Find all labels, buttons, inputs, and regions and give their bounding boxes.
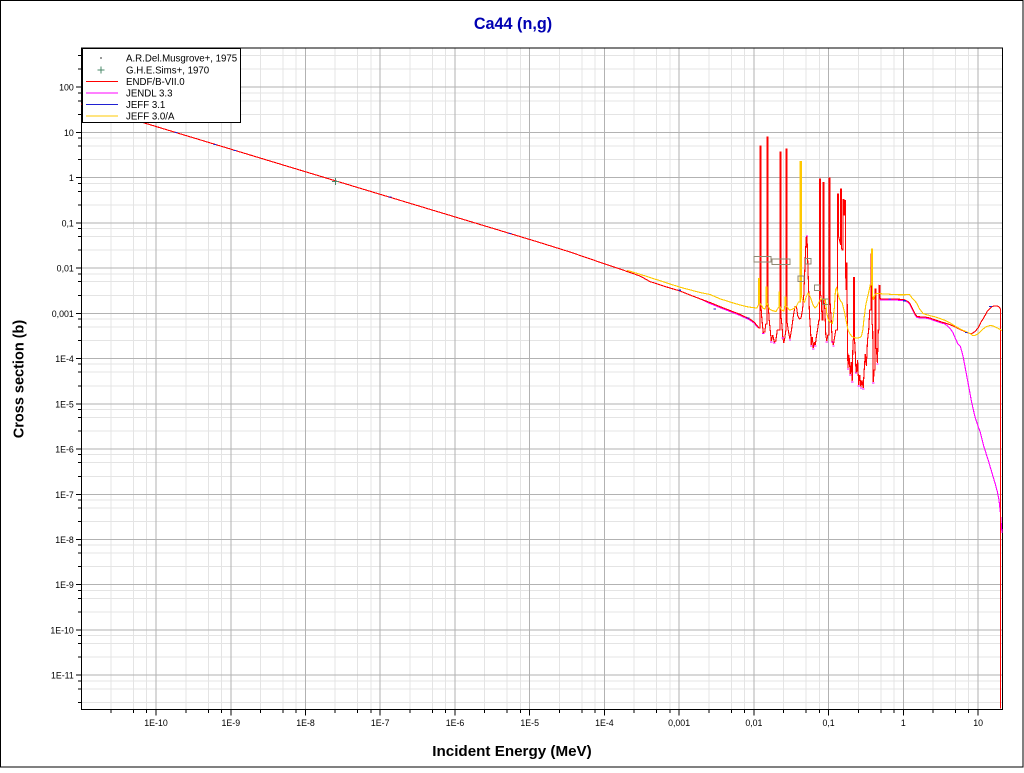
svg-text:1: 1 [901, 718, 906, 728]
svg-text:1E-4: 1E-4 [55, 354, 74, 364]
svg-text:Ca44 (n,g): Ca44 (n,g) [474, 15, 552, 33]
svg-text:0,001: 0,001 [52, 309, 74, 319]
svg-text:A.R.Del.Musgrove+, 1975: A.R.Del.Musgrove+, 1975 [126, 54, 237, 65]
svg-text:1E-5: 1E-5 [55, 399, 74, 409]
svg-text:ENDF/B-VII.0: ENDF/B-VII.0 [126, 77, 185, 88]
svg-text:1E-6: 1E-6 [55, 445, 74, 455]
svg-text:1E-7: 1E-7 [371, 718, 390, 728]
svg-text:0,01: 0,01 [57, 264, 74, 274]
svg-text:Incident Energy (MeV): Incident Energy (MeV) [432, 743, 592, 760]
svg-text:1E-10: 1E-10 [50, 626, 74, 636]
svg-text:JEFF 3.1: JEFF 3.1 [126, 100, 165, 111]
svg-text:JENDL 3.3: JENDL 3.3 [126, 88, 172, 99]
svg-text:1E-9: 1E-9 [222, 718, 241, 728]
svg-text:1E-7: 1E-7 [55, 490, 74, 500]
svg-text:0,001: 0,001 [668, 718, 690, 728]
svg-text:1E-8: 1E-8 [55, 535, 74, 545]
svg-text:10: 10 [973, 718, 983, 728]
svg-text:1E-4: 1E-4 [595, 718, 614, 728]
svg-text:0,1: 0,1 [822, 718, 834, 728]
svg-text:1: 1 [69, 173, 74, 183]
svg-text:1E-11: 1E-11 [51, 671, 74, 681]
svg-text:G.H.E.Sims+, 1970: G.H.E.Sims+, 1970 [126, 65, 210, 76]
svg-text:Cross section (b): Cross section (b) [12, 320, 28, 439]
svg-text:0,1: 0,1 [62, 218, 74, 228]
svg-text:1E-9: 1E-9 [55, 580, 74, 590]
svg-text:100: 100 [59, 83, 74, 93]
svg-text:1E-5: 1E-5 [520, 718, 539, 728]
svg-text:1E-6: 1E-6 [446, 718, 465, 728]
svg-text:0,01: 0,01 [745, 718, 762, 728]
svg-text:1E-10: 1E-10 [144, 718, 168, 728]
svg-text:10: 10 [64, 128, 74, 138]
svg-text:1E-8: 1E-8 [296, 718, 315, 728]
svg-text:JEFF 3.0/A: JEFF 3.0/A [126, 111, 175, 122]
